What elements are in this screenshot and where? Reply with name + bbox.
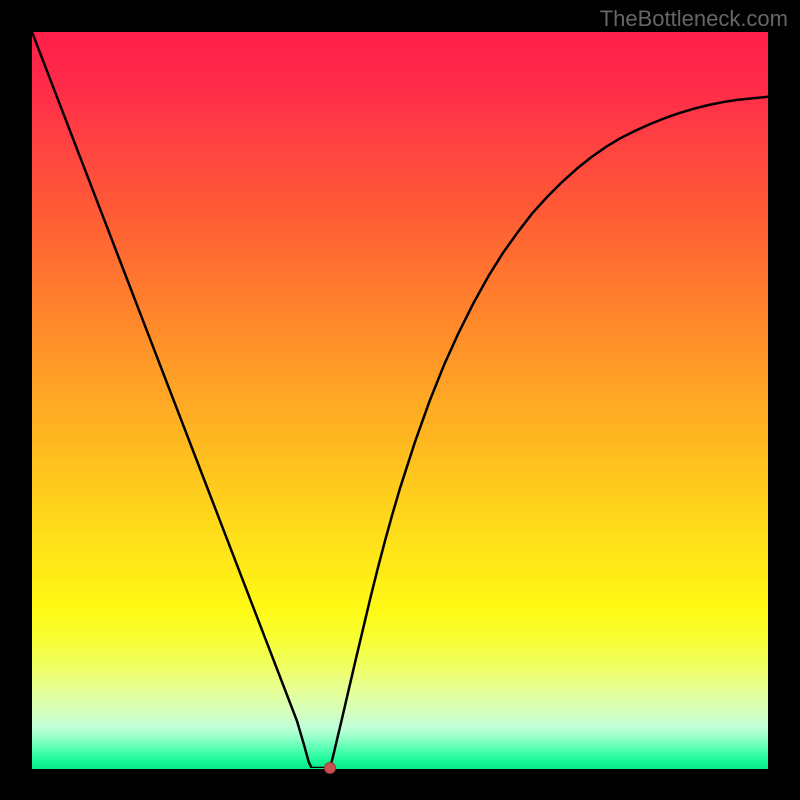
bottleneck-marker [324,762,336,774]
curve-line [32,32,768,768]
watermark-text: TheBottleneck.com [600,6,788,32]
plot-area [32,32,768,768]
